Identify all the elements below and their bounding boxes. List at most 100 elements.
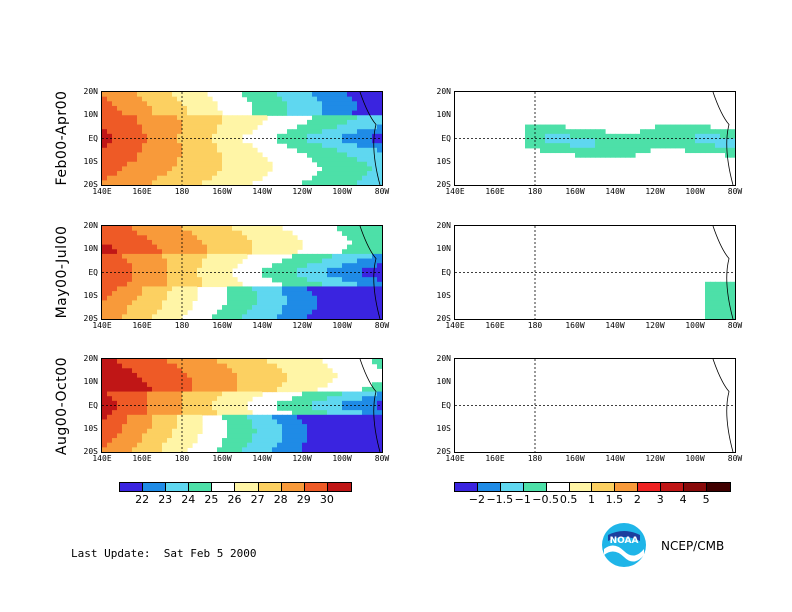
field-cell xyxy=(222,138,228,144)
field-cell xyxy=(102,400,108,407)
field-cell xyxy=(352,263,358,269)
field-cell xyxy=(590,133,596,140)
field-cell xyxy=(307,396,313,402)
lat-tick-label: EQ xyxy=(88,133,98,143)
field-cell xyxy=(715,133,721,140)
field-cell xyxy=(297,105,303,112)
field-cell xyxy=(132,410,138,416)
field-cell xyxy=(182,291,188,297)
field-cell xyxy=(525,143,531,149)
field-cell xyxy=(347,396,353,402)
field-cell xyxy=(227,314,233,319)
field-cell xyxy=(302,419,308,425)
field-cell xyxy=(287,428,293,434)
field-cell xyxy=(212,152,218,158)
field-cell xyxy=(142,368,148,374)
field-cell xyxy=(217,267,223,274)
field-cell xyxy=(112,372,118,379)
field-cell xyxy=(132,175,138,181)
field-cell xyxy=(107,391,113,397)
lon-tick-label: 100W xyxy=(332,454,352,463)
field-cell xyxy=(242,171,248,177)
field-cell xyxy=(710,300,716,306)
field-cell xyxy=(292,244,298,250)
field-cell xyxy=(257,438,263,444)
field-cell xyxy=(322,253,328,260)
field-cell xyxy=(192,433,198,439)
field-cell xyxy=(217,235,223,241)
field-cell xyxy=(267,161,273,167)
field-cell xyxy=(725,281,731,288)
field-cell xyxy=(187,133,193,140)
field-cell xyxy=(107,305,113,311)
field-cell xyxy=(317,110,323,116)
field-cell xyxy=(207,101,213,107)
field-cell xyxy=(162,105,168,112)
lat-tick-label: 10S xyxy=(83,423,98,433)
field-cell xyxy=(292,267,298,274)
field-cell xyxy=(112,129,118,135)
field-cell xyxy=(287,433,293,439)
field-cell xyxy=(112,405,118,411)
field-cell xyxy=(362,138,368,144)
field-cell xyxy=(377,101,382,107)
field-cell xyxy=(357,309,363,315)
field-cell xyxy=(222,386,228,393)
field-cell xyxy=(267,235,273,241)
field-cell xyxy=(362,152,368,158)
field-cell xyxy=(242,438,248,444)
field-cell xyxy=(332,405,338,411)
field-cell xyxy=(172,405,178,411)
field-cell xyxy=(377,249,382,255)
colorbar-swatch xyxy=(638,483,662,491)
field-cell xyxy=(167,180,173,185)
field-cell xyxy=(700,124,706,130)
field-cell xyxy=(277,414,283,421)
field-cell xyxy=(162,428,168,434)
field-cell xyxy=(152,161,158,167)
field-cell xyxy=(137,286,143,292)
field-cell xyxy=(267,414,273,421)
field-cell xyxy=(675,143,681,149)
field-cell xyxy=(187,414,193,421)
field-cell xyxy=(730,291,735,297)
field-cell xyxy=(187,396,193,402)
field-cell xyxy=(292,96,298,102)
field-cell xyxy=(332,138,338,144)
field-cell xyxy=(337,295,343,301)
field-cell xyxy=(177,124,183,130)
field-cell xyxy=(132,295,138,301)
field-cell xyxy=(202,391,208,397)
field-cell xyxy=(690,133,696,140)
field-cell xyxy=(332,447,338,452)
field-cell xyxy=(262,249,268,255)
field-cell xyxy=(192,105,198,112)
field-cell xyxy=(312,133,318,140)
field-cell xyxy=(247,433,253,439)
field-cell xyxy=(282,230,288,236)
lon-tick-label: 140E xyxy=(445,187,465,196)
field-cell xyxy=(372,115,378,121)
field-cell xyxy=(720,309,726,315)
field-cell xyxy=(222,147,228,154)
field-cell xyxy=(242,180,248,185)
field-cell xyxy=(202,368,208,374)
field-cell xyxy=(312,382,318,388)
field-cell xyxy=(347,410,353,416)
field-cell xyxy=(132,281,138,288)
field-cell xyxy=(272,295,278,301)
field-cell xyxy=(112,359,118,365)
field-cell xyxy=(157,96,163,102)
field-cell xyxy=(157,400,163,407)
field-cell xyxy=(317,419,323,425)
field-cell xyxy=(222,244,228,250)
field-cell xyxy=(192,428,198,434)
field-cell xyxy=(327,166,333,172)
field-cell xyxy=(232,300,238,306)
field-cell xyxy=(147,428,153,434)
field-cell xyxy=(307,359,313,365)
field-cell xyxy=(372,239,378,246)
field-cell xyxy=(137,405,143,411)
field-cell xyxy=(177,253,183,260)
field-cell xyxy=(202,239,208,246)
